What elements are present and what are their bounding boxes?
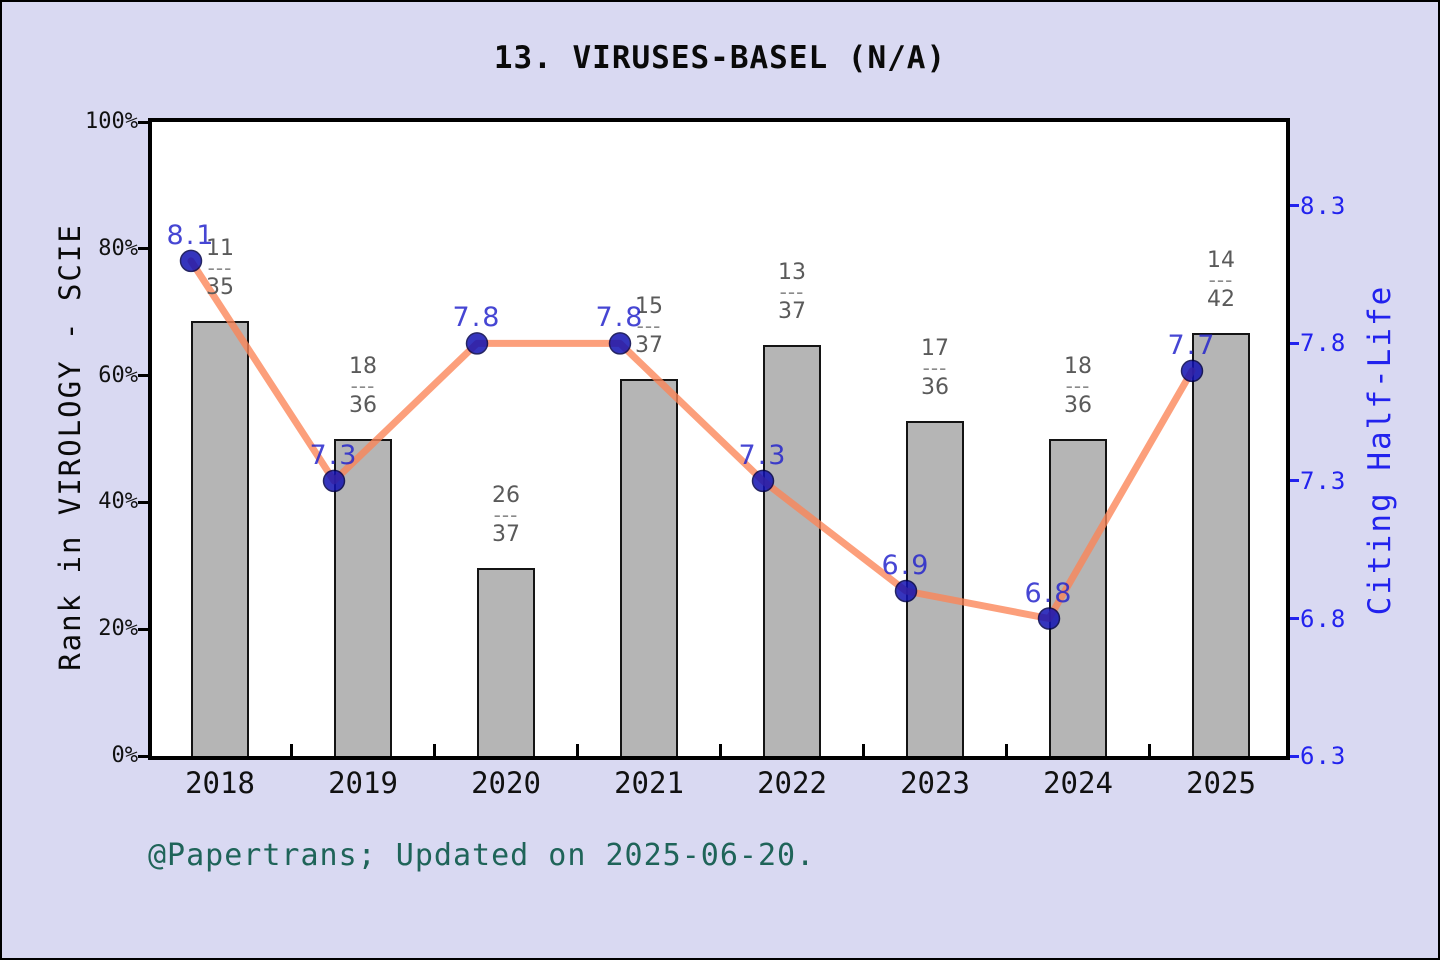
right-tick-label-7-3: 7.3: [1300, 466, 1347, 495]
x-tick-label-2024: 2024: [1043, 766, 1113, 800]
footer-credit: @Papertrans; Updated on 2025-06-20.: [148, 838, 816, 873]
left-tick-mark: [138, 500, 148, 504]
data-point-2022: [751, 469, 775, 493]
half-life-value-2019: 7.3: [309, 439, 359, 471]
right-tick-label-7-8: 7.8: [1300, 329, 1347, 358]
fraction-bar: ---: [350, 374, 376, 398]
fraction-denominator: 37: [635, 333, 663, 358]
half-life-value-2024: 6.8: [1024, 577, 1074, 609]
chart-title: 13. VIRUSES-BASEL (N/A): [493, 40, 947, 76]
fraction-numerator: 18: [349, 354, 377, 379]
rank-bar-2018: [191, 321, 249, 756]
half-life-value-2025: 7.7: [1167, 329, 1217, 361]
data-point-2018: [179, 249, 203, 273]
data-point-2020: [465, 332, 489, 355]
fraction-denominator: 36: [349, 393, 377, 418]
fraction-bar: ---: [779, 279, 805, 304]
rank-fraction-2019: 18 --- 36: [303, 354, 423, 419]
fraction-numerator: 15: [635, 294, 663, 319]
left-tick-mark: [138, 374, 148, 378]
right-tick-label-8-3: 8.3: [1300, 191, 1347, 220]
right-axis-title: Citing Half-Life: [1362, 284, 1398, 616]
left-tick-label-60: 60%: [98, 362, 138, 388]
x-tick-label-2020: 2020: [471, 766, 541, 800]
rank-bar-2019: [334, 439, 392, 756]
left-tick-label-20: 20%: [98, 616, 138, 642]
data-point-2023: [894, 579, 918, 603]
x-minor-tick: [1005, 744, 1008, 756]
rank-fraction-2025: 14 --- 42: [1161, 248, 1281, 313]
fraction-numerator: 18: [1064, 354, 1092, 379]
left-tick-mark: [138, 754, 148, 758]
right-tick-mark: [1290, 479, 1299, 483]
half-life-value-2022: 7.3: [738, 439, 788, 471]
rank-fraction-2022: 13 --- 37: [732, 260, 852, 325]
rank-bar-2020: [477, 567, 535, 756]
fraction-numerator: 26: [492, 482, 520, 508]
fraction-numerator: 14: [1207, 248, 1235, 274]
data-point-2021: [608, 332, 632, 355]
right-tick-mark: [1290, 341, 1299, 345]
rank-bar-2025: [1192, 333, 1250, 756]
half-life-value-2021: 7.8: [595, 302, 645, 334]
x-tick-label-2019: 2019: [328, 766, 398, 800]
fraction-denominator: 42: [1207, 287, 1235, 313]
x-minor-tick: [1148, 744, 1151, 756]
citing-half-life-layer: [179, 249, 1204, 630]
plot-area: 11 --- 35 18 --- 36 26 --- 37 15 --- 37 13 --- 37 17 ---…: [148, 118, 1290, 760]
fraction-denominator: 36: [1064, 393, 1092, 418]
fraction-bar: ---: [922, 356, 948, 381]
left-tick-label-100: 100%: [85, 109, 138, 134]
fraction-denominator: 37: [778, 298, 806, 324]
rank-fraction-2024: 18 --- 36: [1018, 354, 1138, 419]
right-tick-mark: [1290, 617, 1299, 620]
x-tick-label-2023: 2023: [900, 766, 970, 800]
rank-bar-2021: [620, 379, 678, 756]
fraction-denominator: 37: [492, 521, 520, 547]
right-tick-label-6-3: 6.3: [1300, 742, 1347, 770]
x-tick-label-2018: 2018: [185, 766, 255, 800]
fraction-bar: ---: [207, 256, 233, 281]
left-tick-mark: [138, 627, 148, 631]
rank-fraction-2023: 17 --- 36: [875, 336, 995, 401]
left-tick-label-80: 80%: [98, 235, 138, 261]
x-minor-tick: [719, 744, 722, 756]
fraction-bar: ---: [1065, 374, 1091, 398]
rank-fraction-2021: 15 --- 37: [589, 294, 709, 359]
x-minor-tick: [862, 744, 865, 756]
fraction-numerator: 11: [206, 236, 234, 262]
rank-bar-2022: [763, 344, 821, 756]
citing-half-life-line: [187, 257, 1196, 622]
x-minor-tick: [576, 744, 579, 756]
fraction-bar: ---: [636, 314, 662, 338]
half-life-value-2023: 6.9: [881, 550, 931, 581]
left-tick-mark: [138, 120, 148, 124]
data-point-2024: [1037, 607, 1061, 630]
rank-fraction-2018: 11 --- 35: [160, 236, 280, 301]
left-tick-label-0: 0%: [111, 743, 139, 768]
fraction-denominator: 35: [206, 275, 234, 301]
right-tick-mark: [1290, 754, 1299, 758]
fraction-numerator: 17: [921, 336, 949, 362]
right-tick-label-6-8: 6.8: [1300, 604, 1347, 633]
half-life-value-2018: 8.1: [166, 219, 216, 251]
fraction-numerator: 13: [778, 259, 806, 285]
left-axis-title: Rank in VIROLOGY - SCIE: [53, 223, 87, 671]
x-minor-tick: [290, 744, 293, 756]
x-tick-label-2025: 2025: [1186, 766, 1256, 800]
left-tick-label-40: 40%: [98, 489, 138, 515]
x-tick-label-2021: 2021: [614, 766, 684, 800]
right-tick-mark: [1290, 204, 1299, 208]
fraction-bar: ---: [1208, 268, 1234, 293]
rank-fraction-2020: 26 --- 37: [446, 483, 566, 548]
x-tick-label-2022: 2022: [757, 766, 827, 800]
data-point-2019: [322, 469, 346, 493]
x-minor-tick: [433, 744, 436, 756]
fraction-bar: ---: [493, 502, 519, 527]
data-point-2025: [1180, 359, 1204, 383]
half-life-value-2020: 7.8: [452, 302, 502, 334]
fraction-denominator: 36: [921, 375, 949, 401]
left-tick-mark: [138, 247, 148, 251]
